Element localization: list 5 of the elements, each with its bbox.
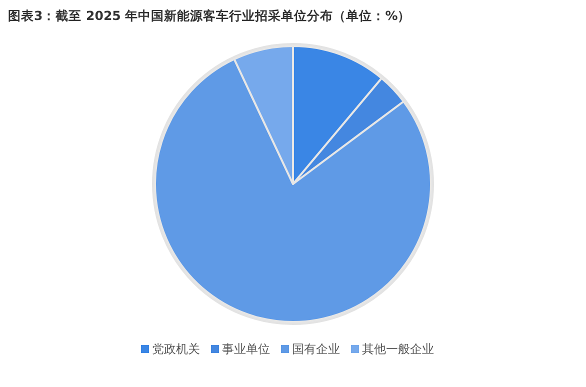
chart-title: 图表3：截至 2025 年中国新能源客车行业招采单位分布（单位：%） [8,8,411,23]
legend-label: 其他一般企业 [362,342,434,356]
legend-label: 国有企业 [292,342,340,356]
legend-label: 党政机关 [152,342,200,356]
legend-label: 事业单位 [222,342,270,356]
